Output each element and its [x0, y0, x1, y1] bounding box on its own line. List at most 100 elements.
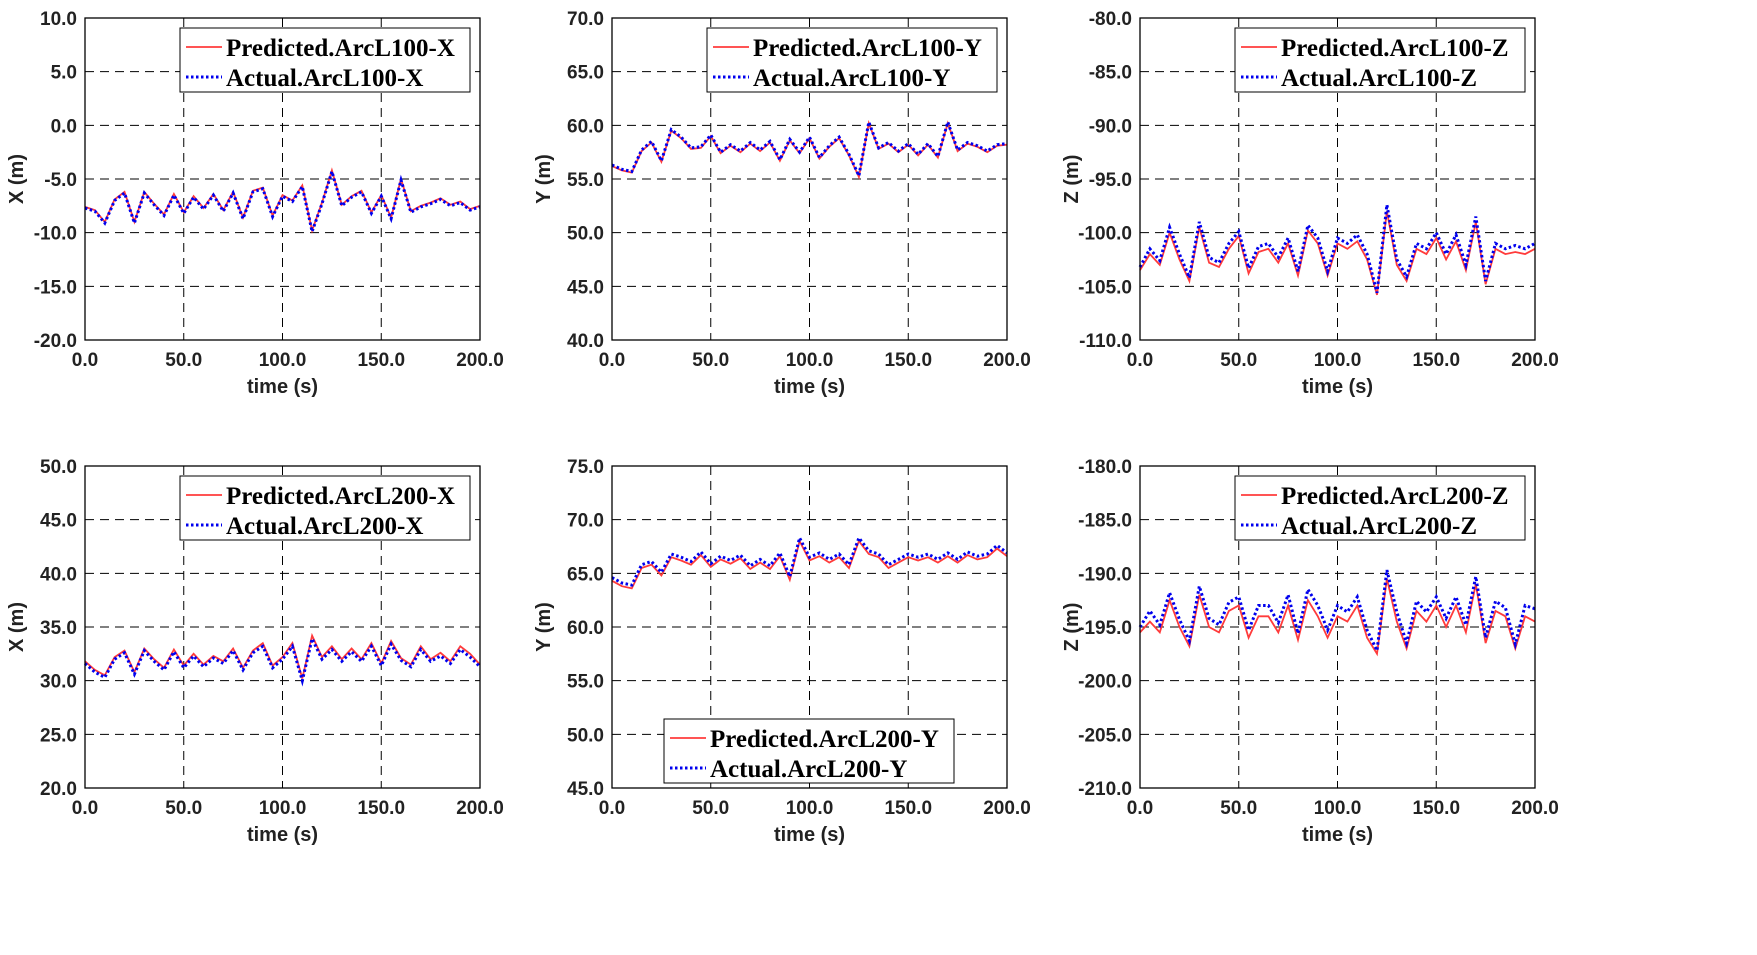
x-tick-label: 200.0: [983, 798, 1031, 819]
y-tick-label: 30.0: [40, 672, 77, 693]
legend-entry: Actual.ArcL200-Y: [710, 756, 907, 783]
y-tick-label: 20.0: [40, 779, 77, 800]
x-tick-label: 150.0: [357, 798, 405, 819]
x-tick-label: 0.0: [72, 350, 98, 371]
x-axis-label: time (s): [247, 824, 318, 846]
y-tick-label: 50.0: [567, 224, 604, 245]
legend-entry: Predicted.ArcL100-Y: [753, 35, 982, 62]
x-tick-label: 200.0: [456, 798, 504, 819]
y-tick-label: -205.0: [1078, 725, 1132, 746]
x-tick-label: 50.0: [165, 350, 202, 371]
y-tick-label: -5.0: [44, 170, 77, 191]
y-axis-label: Z (m): [1061, 603, 1083, 652]
y-tick-label: -10.0: [34, 224, 77, 245]
x-tick-label: 200.0: [983, 350, 1031, 371]
y-tick-label: 50.0: [567, 725, 604, 746]
x-axis-label: time (s): [247, 376, 318, 398]
y-tick-label: 40.0: [40, 564, 77, 585]
y-tick-label: -185.0: [1078, 511, 1132, 532]
x-tick-label: 0.0: [599, 798, 625, 819]
subplot-1: 0.0 50.0 100.0 150.0 200.0 -20.0 -15.0 -10.0 -5.…: [6, 9, 504, 398]
y-tick-label: -95.0: [1089, 170, 1132, 191]
y-axis-label: Y (m): [533, 154, 555, 204]
legend: Predicted.ArcL200-X Actual.ArcL200-X: [179, 475, 471, 541]
legend-box: [179, 27, 471, 93]
y-axis-label: Y (m): [533, 602, 555, 652]
legend-entry: Actual.ArcL200-Z: [1281, 513, 1477, 540]
y-tick-label: 55.0: [567, 170, 604, 191]
y-tick-label: -20.0: [34, 331, 77, 352]
plot-frame: [1139, 465, 1536, 789]
actual-series-line: [84, 166, 481, 238]
legend-box: [179, 475, 471, 541]
y-tick-label: -90.0: [1089, 116, 1132, 137]
x-axis-label: time (s): [1302, 376, 1373, 398]
subplot-5: 0.0 50.0 100.0 150.0 200.0 45.0 50.0 55.0 60.0 65…: [533, 457, 1031, 846]
y-tick-label: -110.0: [1079, 331, 1132, 352]
subplot-4: 0.0 50.0 100.0 150.0 200.0 20.0 25.0 30.0 35.0 40…: [6, 457, 504, 846]
y-tick-label: -105.0: [1078, 277, 1132, 298]
y-tick-label: 45.0: [40, 511, 77, 532]
legend-entry: Predicted.ArcL200-Y: [710, 726, 939, 753]
predicted-series-line: [611, 538, 1008, 590]
y-tick-label: 65.0: [567, 63, 604, 84]
y-tick-label: 70.0: [567, 9, 604, 30]
x-tick-label: 100.0: [786, 350, 834, 371]
predicted-series-line: [1139, 578, 1536, 657]
legend-box: [1234, 475, 1526, 541]
y-tick-label: 10.0: [40, 9, 77, 30]
y-tick-label: 45.0: [567, 277, 604, 298]
y-tick-label: 45.0: [567, 779, 604, 800]
legend-box: [706, 27, 998, 93]
plot-frame: [611, 465, 1008, 789]
plot-frame: [84, 465, 481, 789]
y-tick-label: 0.0: [51, 116, 77, 137]
y-tick-label: -210.0: [1078, 779, 1132, 800]
y-tick-label: -100.0: [1078, 224, 1132, 245]
x-tick-label: 100.0: [259, 350, 307, 371]
x-tick-label: 150.0: [884, 798, 932, 819]
legend-entry: Actual.ArcL100-Z: [1281, 65, 1477, 92]
x-axis-label: time (s): [1302, 824, 1373, 846]
x-tick-label: 0.0: [599, 350, 625, 371]
legend: Predicted.ArcL200-Y Actual.ArcL200-Y: [663, 718, 955, 784]
x-tick-label: 0.0: [72, 798, 98, 819]
subplot-3: 0.0 50.0 100.0 150.0 200.0 -110.0 -105.0 -100.0…: [1061, 9, 1559, 398]
x-tick-label: 50.0: [1220, 350, 1257, 371]
y-tick-label: 35.0: [40, 618, 77, 639]
x-tick-label: 50.0: [692, 798, 729, 819]
x-tick-label: 0.0: [1127, 350, 1153, 371]
y-tick-label: 25.0: [40, 725, 77, 746]
legend-box: [663, 718, 955, 784]
actual-series-line: [611, 533, 1008, 587]
x-tick-label: 50.0: [1220, 798, 1257, 819]
y-tick-label: 40.0: [567, 331, 604, 352]
x-tick-label: 100.0: [1314, 798, 1362, 819]
legend: Predicted.ArcL100-Z Actual.ArcL100-Z: [1234, 27, 1526, 93]
y-tick-label: -180.0: [1078, 457, 1132, 478]
x-tick-label: 150.0: [357, 350, 405, 371]
y-tick-label: -15.0: [34, 277, 77, 298]
y-tick-label: -80.0: [1089, 9, 1132, 30]
subplot-2: 0.0 50.0 100.0 150.0 200.0 40.0 45.0 50.0 55.0 60…: [533, 9, 1031, 398]
y-tick-label: 5.0: [51, 63, 77, 84]
y-tick-label: -190.0: [1078, 564, 1132, 585]
legend: Predicted.ArcL100-X Actual.ArcL100-X: [179, 27, 471, 93]
y-tick-label: 60.0: [567, 116, 604, 137]
x-tick-label: 150.0: [1412, 350, 1460, 371]
y-tick-label: -85.0: [1089, 63, 1132, 84]
y-axis-label: Z (m): [1061, 155, 1083, 204]
legend-entry: Predicted.ArcL100-X: [226, 35, 455, 62]
x-tick-label: 50.0: [692, 350, 729, 371]
y-tick-label: 70.0: [567, 511, 604, 532]
legend-box: [1234, 27, 1526, 93]
legend-entry: Predicted.ArcL200-Z: [1281, 483, 1509, 510]
actual-series-line: [1138, 569, 1536, 656]
x-tick-label: 150.0: [884, 350, 932, 371]
legend-entry: Predicted.ArcL200-X: [226, 483, 455, 510]
y-axis-label: X (m): [6, 602, 28, 652]
y-tick-label: 50.0: [40, 457, 77, 478]
subplot-6: 0.0 50.0 100.0 150.0 200.0 -210.0 -205.0 -200.0…: [1061, 457, 1559, 846]
y-tick-label: 55.0: [567, 672, 604, 693]
